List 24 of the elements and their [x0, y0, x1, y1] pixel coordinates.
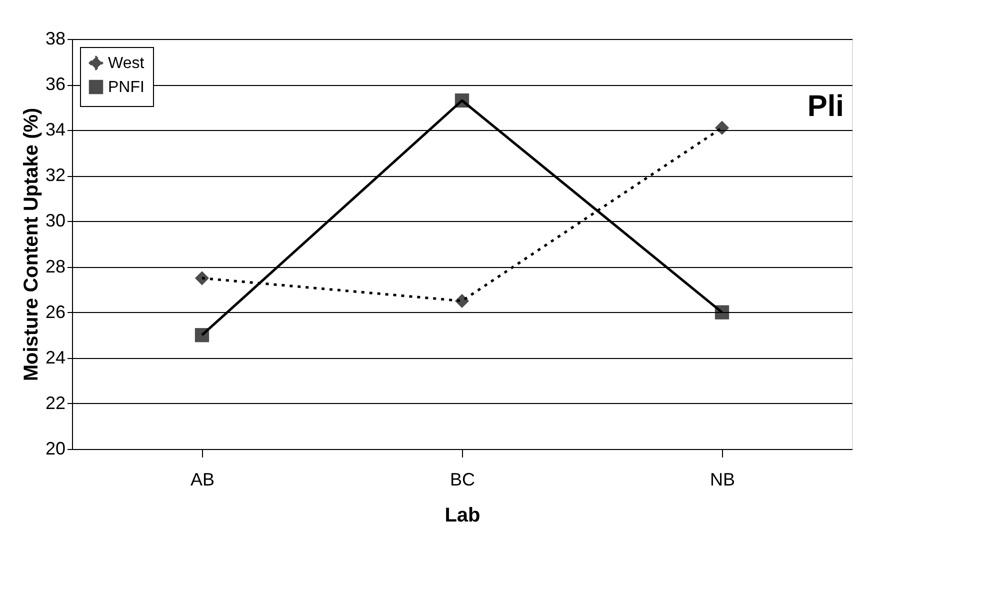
- point: [194, 328, 210, 342]
- legend-label: PNFI: [108, 79, 144, 96]
- y-tick-label: 36: [45, 74, 66, 94]
- y-tick-label: 24: [45, 347, 66, 368]
- y-tick-label: 32: [45, 165, 66, 186]
- annotation: Pli: [807, 90, 844, 123]
- y-tick-label: 20: [45, 438, 66, 458]
- y-tick-label: 26: [45, 302, 66, 322]
- y-tick-label: 22: [45, 392, 66, 413]
- y-tick-label: 34: [45, 120, 66, 140]
- point: [714, 120, 730, 135]
- y-tick-label: 30: [45, 210, 66, 231]
- y-tick-label: 28: [45, 256, 66, 276]
- x-tick-label: NB: [710, 470, 736, 490]
- legend-label: West: [108, 55, 145, 72]
- x-tick-label: BC: [450, 470, 476, 490]
- point: [714, 305, 730, 320]
- y-tick-label: 38: [45, 28, 66, 48]
- x-axis-title: Lab: [444, 504, 480, 526]
- y-axis-title: Moisture Content Uptake (%): [20, 108, 42, 382]
- x-tick-label: AB: [190, 470, 215, 490]
- point: [454, 294, 470, 308]
- point: [454, 93, 470, 108]
- point: [194, 271, 210, 286]
